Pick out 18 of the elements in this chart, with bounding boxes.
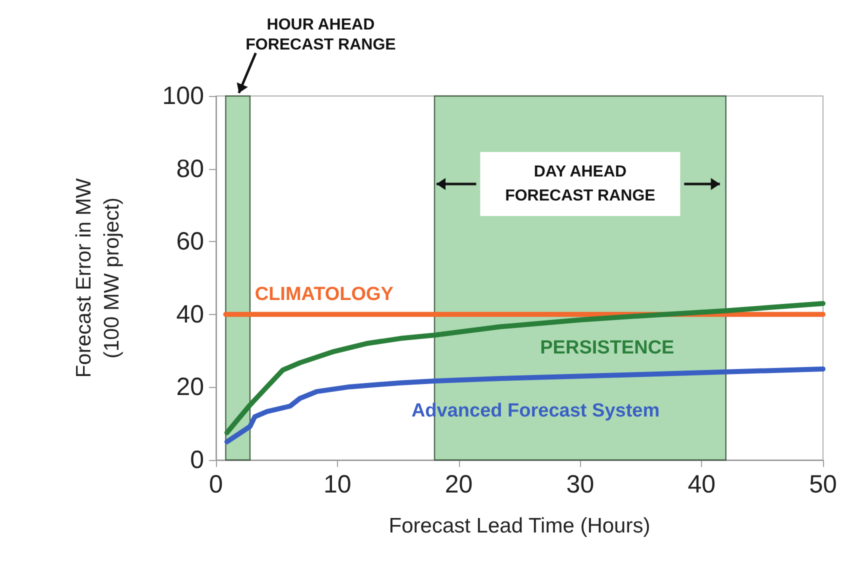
band-label: DAY AHEAD FORECAST RANGE bbox=[505, 164, 656, 204]
x-axis-title: Forecast Lead Time (Hours) bbox=[388, 514, 650, 538]
y-tick-label: 0 bbox=[190, 446, 204, 474]
y-tick-label: 60 bbox=[176, 228, 204, 256]
x-tick-label: 10 bbox=[323, 470, 352, 498]
series-label: PERSISTENCE bbox=[540, 337, 674, 358]
y-tick-label: 20 bbox=[176, 373, 204, 402]
x-tick-label: 0 bbox=[209, 470, 223, 498]
band-label: HOUR AHEAD FORECAST RANGE bbox=[246, 16, 396, 54]
x-tick-label: 30 bbox=[566, 470, 594, 498]
x-tick-label: 50 bbox=[809, 470, 837, 498]
x-tick-label: 40 bbox=[688, 470, 716, 498]
x-tick-label: 20 bbox=[444, 470, 473, 498]
y-axis-title: Forecast Error in MW (100 MW project) bbox=[72, 178, 124, 378]
y-tick-label: 40 bbox=[176, 300, 204, 328]
series-label: CLIMATOLOGY bbox=[254, 284, 394, 305]
y-tick-label: 80 bbox=[176, 154, 204, 183]
y-tick-label: 100 bbox=[162, 82, 204, 110]
